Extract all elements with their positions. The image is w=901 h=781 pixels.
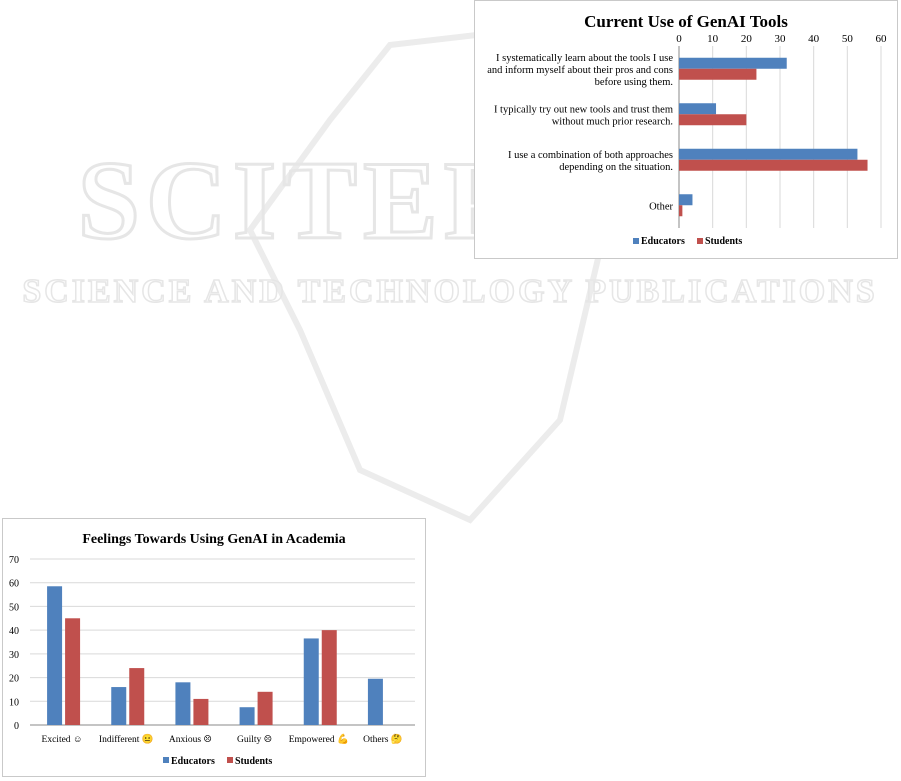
bar-students (679, 114, 747, 126)
legend-swatch-educators (163, 757, 169, 763)
bar-students (321, 630, 337, 725)
legend-label-students: Students (235, 756, 272, 767)
bar-educators (679, 57, 787, 69)
category-label: I typically try out new tools and trust … (494, 104, 673, 115)
category-label: Empowered 💪 (289, 733, 349, 745)
category-label: Anxious ☹ (169, 735, 212, 745)
category-label: Others 🤔 (363, 733, 403, 745)
bar-students (193, 698, 209, 725)
bar-students (129, 668, 145, 725)
x-tick-label: 20 (741, 33, 753, 45)
chart-title: Feelings Towards Using GenAI in Academia (82, 532, 345, 547)
bar-students (679, 159, 868, 171)
x-tick-label: 60 (876, 33, 888, 45)
category-label: without much prior research. (552, 116, 673, 127)
y-tick-label: 70 (9, 555, 19, 566)
chart-current-use: Current Use of GenAI Tools 0 10 20 30 40 50 60 I… (474, 0, 898, 259)
x-tick-label: 40 (808, 33, 820, 45)
x-tick-label: 30 (775, 33, 787, 45)
category-label: before using them. (595, 77, 673, 88)
bar-students (65, 618, 81, 725)
bar-students (679, 205, 683, 217)
x-tick-label: 0 (676, 33, 682, 45)
x-tick-label: 10 (707, 33, 719, 45)
bar-educators (47, 586, 63, 725)
y-tick-label: 60 (9, 579, 19, 590)
y-tick-label: 30 (9, 650, 19, 661)
chart-feelings-svg: Feelings Towards Using GenAI in Academia… (9, 532, 415, 767)
legend-swatch-students (697, 238, 703, 244)
y-tick-label: 10 (9, 697, 19, 708)
bar-educators (679, 103, 717, 115)
category-label: Other (649, 201, 673, 212)
legend-swatch-educators (633, 238, 639, 244)
y-tick-label: 20 (9, 674, 19, 685)
y-tick-label: 40 (9, 626, 19, 637)
bar-educators (679, 194, 693, 206)
legend-label-educators: Educators (641, 236, 685, 247)
bar-educators (679, 148, 858, 160)
chart-title: Current Use of GenAI Tools (584, 12, 788, 31)
category-label: I use a combination of both approaches (508, 150, 673, 161)
bar-educators (303, 638, 319, 725)
y-tick-label: 0 (14, 721, 19, 732)
bar-educators (175, 682, 191, 725)
x-tick-label: 50 (842, 33, 854, 45)
chart-current-use-svg: Current Use of GenAI Tools 0 10 20 30 40 50 60 I… (487, 12, 888, 247)
bar-educators (367, 678, 383, 725)
category-label: and inform myself about their pros and c… (487, 65, 673, 76)
legend-label-students: Students (705, 236, 742, 247)
bar-students (679, 68, 757, 80)
bar-students (257, 691, 273, 725)
y-tick-label: 50 (9, 602, 19, 613)
bar-educators (111, 687, 127, 725)
category-label: I systematically learn about the tools I… (496, 53, 673, 64)
watermark-subtitle: SCIENCE AND TECHNOLOGY PUBLICATIONS (22, 273, 877, 310)
category-label: Excited ☺ (42, 735, 83, 745)
legend-swatch-students (227, 757, 233, 763)
category-label: depending on the situation. (559, 162, 673, 173)
bar-educators (239, 707, 255, 725)
chart-feelings: Feelings Towards Using GenAI in Academia… (2, 518, 426, 777)
category-label: Guilty ☹ (237, 735, 272, 745)
legend-label-educators: Educators (171, 756, 215, 767)
category-label: Indifferent 😐 (99, 733, 154, 745)
